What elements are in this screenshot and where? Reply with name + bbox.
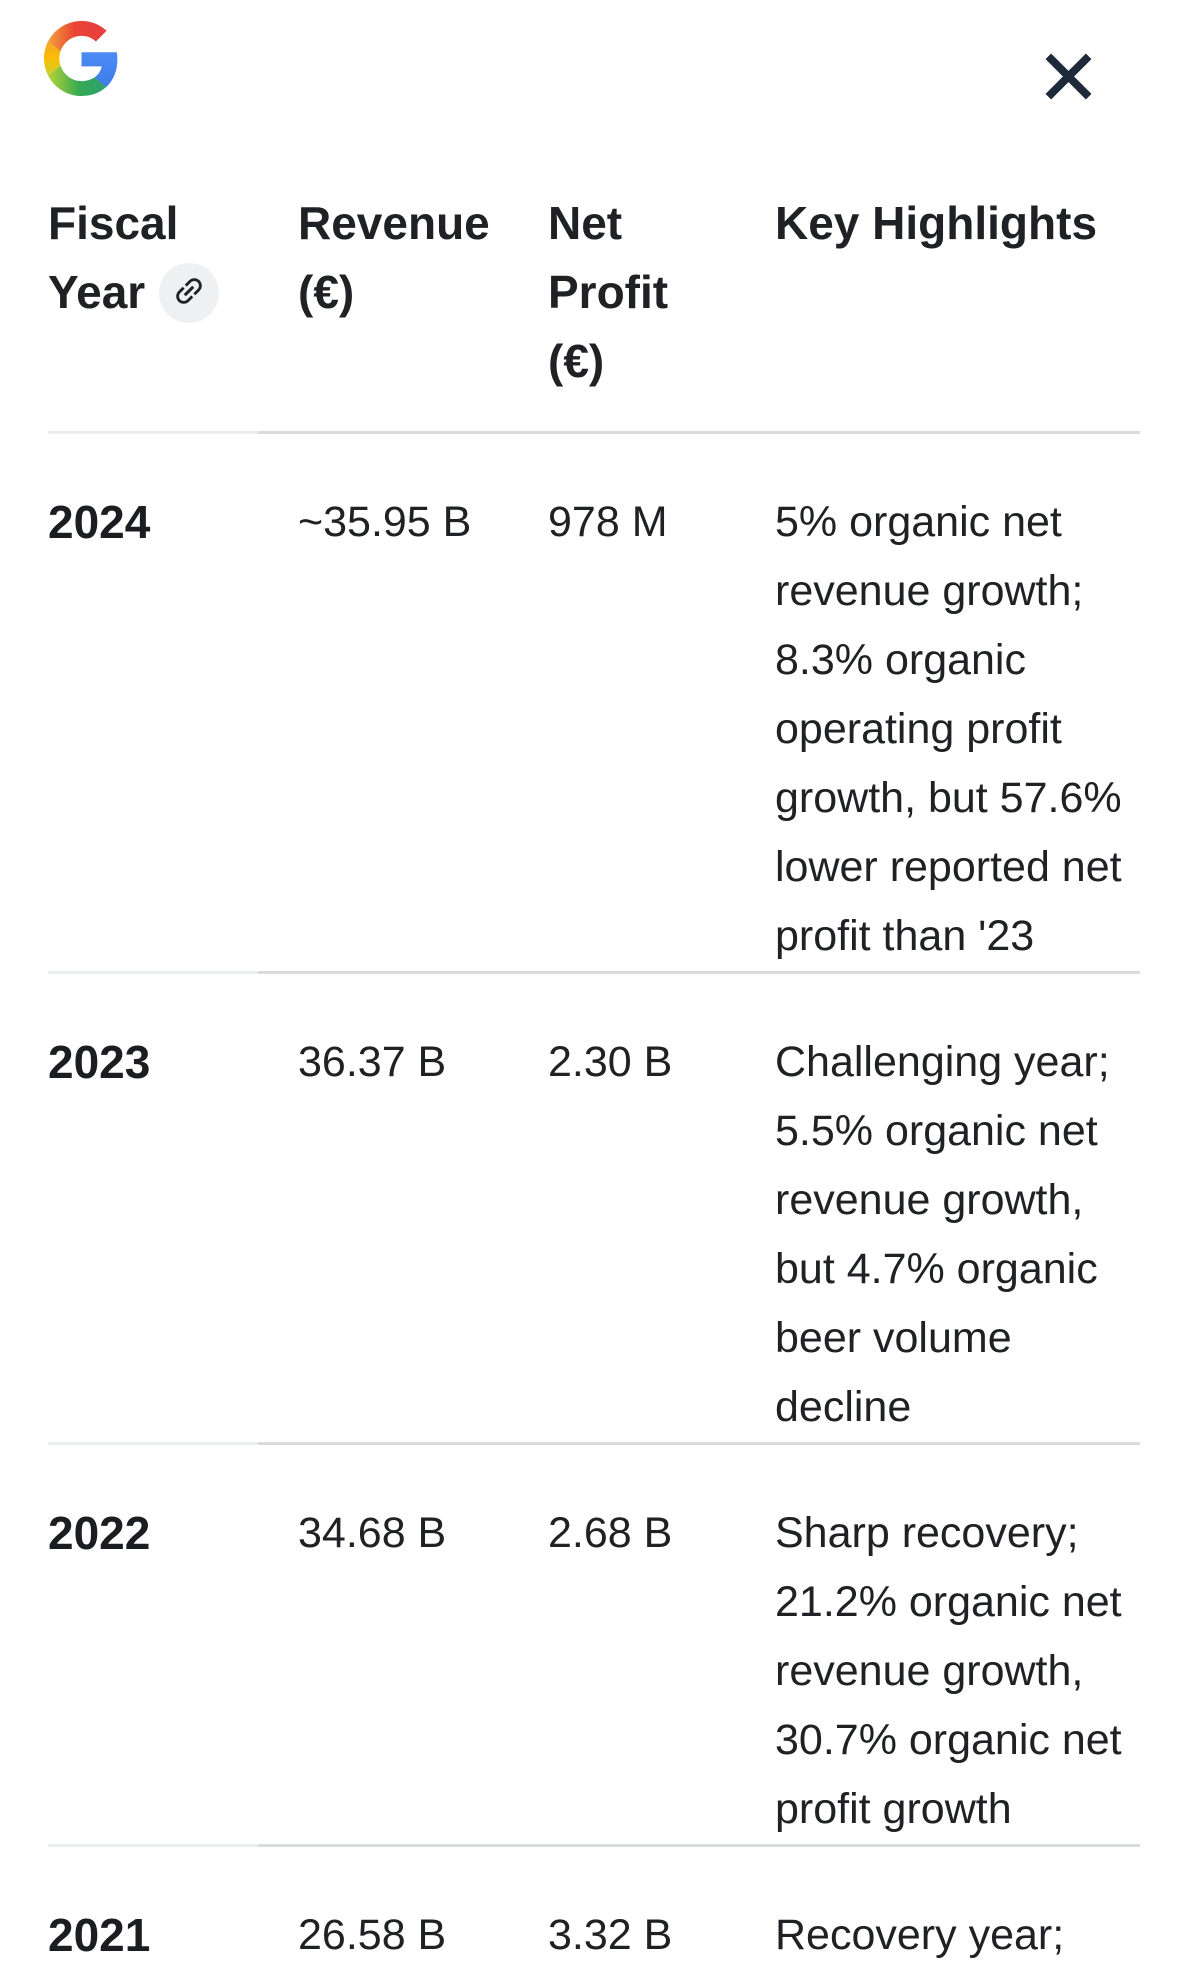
net-profit-cell: 3.32 B <box>548 1911 673 1959</box>
header-net-profit: Net Profit (€) <box>548 189 775 396</box>
table-row: 2022 34.68 B 2.68 B Sharp recovery; 21.2… <box>48 1445 1140 1844</box>
highlights-cell: Sharp recovery; 21.2% organic net revenu… <box>775 1509 1122 1833</box>
header-fiscal-year: Fiscal Year <box>48 189 298 396</box>
net-profit-cell: 978 M <box>548 498 668 546</box>
financials-table: Fiscal Year Revenue (€) <box>48 189 1140 1970</box>
row-divider <box>48 1844 1140 1847</box>
net-profit-cell: 2.30 B <box>548 1038 673 1086</box>
close-button[interactable] <box>1040 48 1097 105</box>
row-divider <box>48 1442 1140 1445</box>
link-button[interactable] <box>159 262 220 323</box>
revenue-cell: ~35.95 B <box>298 498 472 546</box>
revenue-cell: 26.58 B <box>298 1911 447 1959</box>
fiscal-year-cell: 2023 <box>48 1036 151 1088</box>
top-bar <box>0 0 1179 117</box>
header-key-highlights: Key Highlights <box>775 189 1140 396</box>
highlights-cell: Recovery year; <box>775 1911 1065 1959</box>
header-fiscal-year-label: Fiscal Year <box>48 197 179 318</box>
table-row: 2024 ~35.95 B 978 M 5% organic net reven… <box>48 434 1140 971</box>
table-body: 2024 ~35.95 B 978 M 5% organic net reven… <box>48 431 1140 1970</box>
highlights-cell: 5% organic net revenue growth; 8.3% orga… <box>775 498 1122 960</box>
divider-segment-left <box>48 431 258 434</box>
divider-segment-left <box>48 1442 258 1445</box>
header-net-profit-label: Net Profit (€) <box>548 197 669 387</box>
table-header-row: Fiscal Year Revenue (€) <box>48 189 1140 431</box>
divider-segment-right <box>258 1442 1140 1445</box>
fiscal-year-cell: 2021 <box>48 1909 151 1961</box>
highlights-cell: Challenging year; 5.5% organic net reven… <box>775 1038 1110 1431</box>
divider-segment-right <box>258 431 1140 434</box>
divider-segment-right <box>258 1844 1140 1847</box>
revenue-cell: 36.37 B <box>298 1038 447 1086</box>
header-revenue: Revenue (€) <box>298 189 548 396</box>
divider-segment-left <box>48 1844 258 1847</box>
table-row: 2023 36.37 B 2.30 B Challenging year; 5.… <box>48 974 1140 1442</box>
table-row: 2021 26.58 B 3.32 B Recovery year; <box>48 1847 1140 1970</box>
header-key-highlights-label: Key Highlights <box>775 197 1098 249</box>
revenue-cell: 34.68 B <box>298 1509 447 1557</box>
google-g-logo <box>44 21 1179 96</box>
close-icon <box>1040 48 1097 105</box>
link-icon <box>171 273 207 312</box>
row-divider <box>48 431 1140 434</box>
divider-segment-left <box>48 971 258 974</box>
fiscal-year-cell: 2024 <box>48 496 151 548</box>
divider-segment-right <box>258 971 1140 974</box>
header-revenue-label: Revenue (€) <box>298 197 490 318</box>
net-profit-cell: 2.68 B <box>548 1509 673 1557</box>
row-divider <box>48 971 1140 974</box>
fiscal-year-cell: 2022 <box>48 1507 151 1559</box>
